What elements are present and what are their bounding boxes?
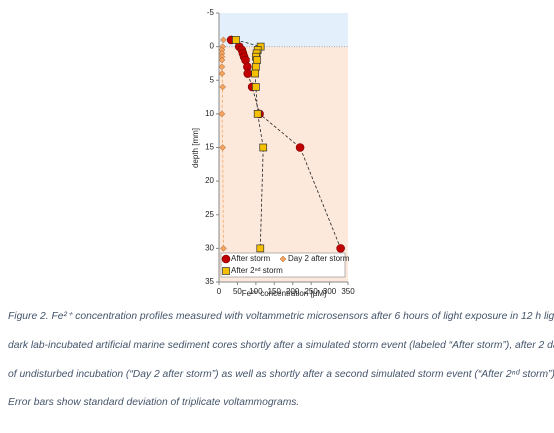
y-tick-label: 35 xyxy=(205,277,214,286)
x-tick-label: 350 xyxy=(341,287,355,296)
marker xyxy=(218,63,226,71)
y-tick-label: 0 xyxy=(210,42,215,51)
series-line xyxy=(230,39,342,249)
marker xyxy=(259,143,268,152)
series-line xyxy=(235,39,264,249)
marker xyxy=(253,110,262,118)
y-tick-label: 20 xyxy=(205,176,214,185)
caption-line: dark lab-incubated artificial marine sed… xyxy=(8,339,554,351)
y-tick-label: 30 xyxy=(205,243,214,252)
marker xyxy=(218,110,226,118)
caption-line: Error bars show standard deviation of tr… xyxy=(8,397,300,409)
x-axis-label: Fe²⁺ concentration [µM] xyxy=(242,289,326,298)
x-tick-label: 200 xyxy=(286,287,300,296)
x-tick-label: 0 xyxy=(217,287,222,296)
marker xyxy=(218,70,226,77)
marker xyxy=(251,69,259,78)
legend-label: After storm xyxy=(231,254,270,263)
legend-label: Day 2 after storm xyxy=(288,254,350,263)
marker xyxy=(336,244,345,253)
y-axis-label: depth [mm] xyxy=(191,128,200,168)
y-tick-label: 25 xyxy=(205,210,214,219)
marker xyxy=(279,255,287,263)
marker xyxy=(219,83,227,91)
marker xyxy=(252,62,260,71)
chart: depth [mm] Fe²⁺ concentration [µM] -5 0 5 1… xyxy=(191,8,355,298)
region xyxy=(219,13,348,47)
marker xyxy=(221,254,231,264)
marker xyxy=(256,244,265,253)
marker xyxy=(232,36,240,44)
marker xyxy=(252,83,260,91)
y-tick-label: -5 xyxy=(207,8,215,17)
legend-label: After 2ⁿᵈ storm xyxy=(231,266,283,275)
y-tick-label: 15 xyxy=(205,143,214,152)
x-tick-label: 250 xyxy=(304,287,318,296)
y-tick-label: 5 xyxy=(210,75,215,84)
marker xyxy=(253,56,261,64)
region xyxy=(219,46,348,282)
caption-line: of undisturbed incubation (“Day 2 after … xyxy=(8,368,554,380)
x-tick-label: 300 xyxy=(323,287,337,296)
marker xyxy=(222,267,230,275)
caption: Figure 2. Fe²⁺ concentration profiles me… xyxy=(8,303,554,418)
x-tick-label: 100 xyxy=(249,287,263,296)
marker xyxy=(220,36,227,44)
caption-line: Figure 2. Fe²⁺ concentration profiles me… xyxy=(8,311,554,322)
marker xyxy=(243,69,253,78)
marker xyxy=(220,245,227,252)
x-tick-label: 150 xyxy=(268,287,282,296)
marker xyxy=(295,143,305,152)
marker xyxy=(219,144,227,151)
marker xyxy=(218,56,226,64)
x-tick-label: 50 xyxy=(233,287,242,296)
y-tick-label: 10 xyxy=(205,109,214,118)
